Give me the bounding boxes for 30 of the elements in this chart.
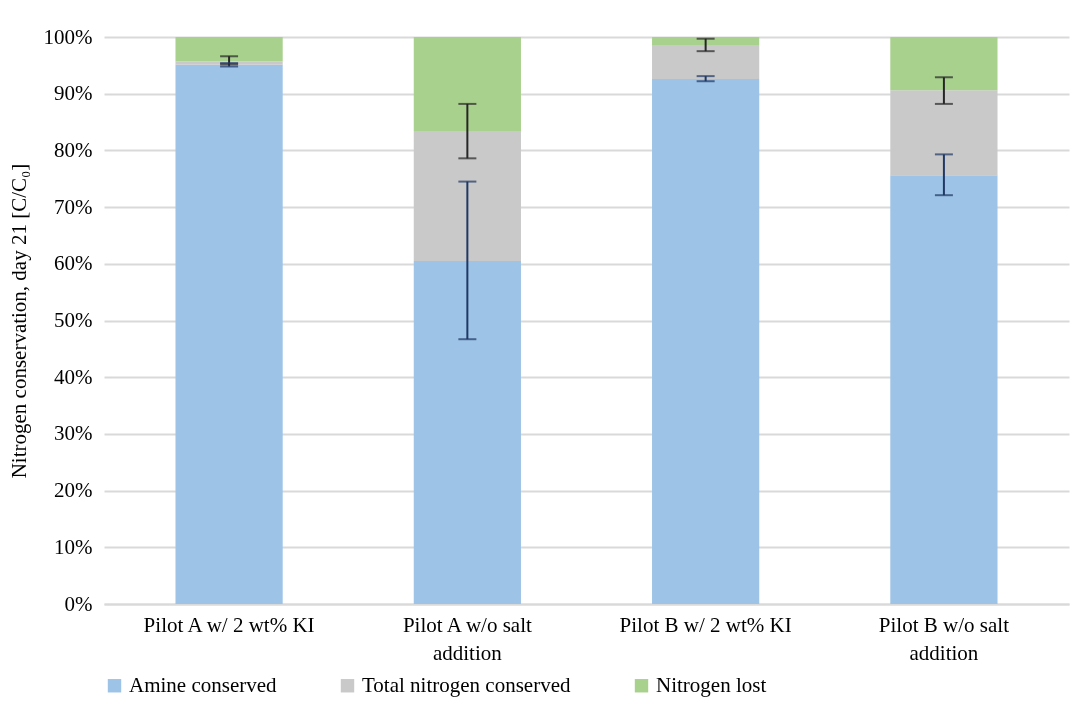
bar [652,44,760,79]
bar [413,37,521,132]
y-tick-label: 10% [54,534,93,559]
x-tick-label: Pilot B w/ 2 wt% KI [619,612,792,637]
bar [890,90,998,176]
bar [652,37,760,45]
y-tick-label: 100% [43,24,93,49]
y-tick-label: 0% [64,591,93,616]
bar [413,131,521,261]
x-tick-label: Pilot A w/o salt addition [402,612,532,665]
legend-label: Amine conserved [129,672,278,697]
legend-label: Nitrogen lost [656,672,767,697]
y-tick-label: 60% [54,251,93,276]
x-tick-label: Pilot B w/o salt addition [878,612,1010,665]
bar [652,78,760,604]
bar [413,260,521,604]
bar [890,37,998,91]
y-tick-label: 50% [54,308,93,332]
y-tick-label: 90% [54,81,93,106]
x-tick-label: Pilot A w/ 2 wt% KI [143,612,315,637]
y-tick-label: 80% [54,137,93,162]
legend-label: Total nitrogen conserved [362,672,571,697]
bar [175,37,283,62]
y-tick-label: 40% [54,364,93,389]
bar [175,64,283,604]
y-tick-label: 70% [54,194,93,219]
y-axis-title: Nitrogen conservation, day 21 [C/C₀] [6,163,31,479]
y-tick-label: 20% [54,478,93,503]
y-tick-label: 30% [54,421,93,446]
bar [890,175,998,604]
